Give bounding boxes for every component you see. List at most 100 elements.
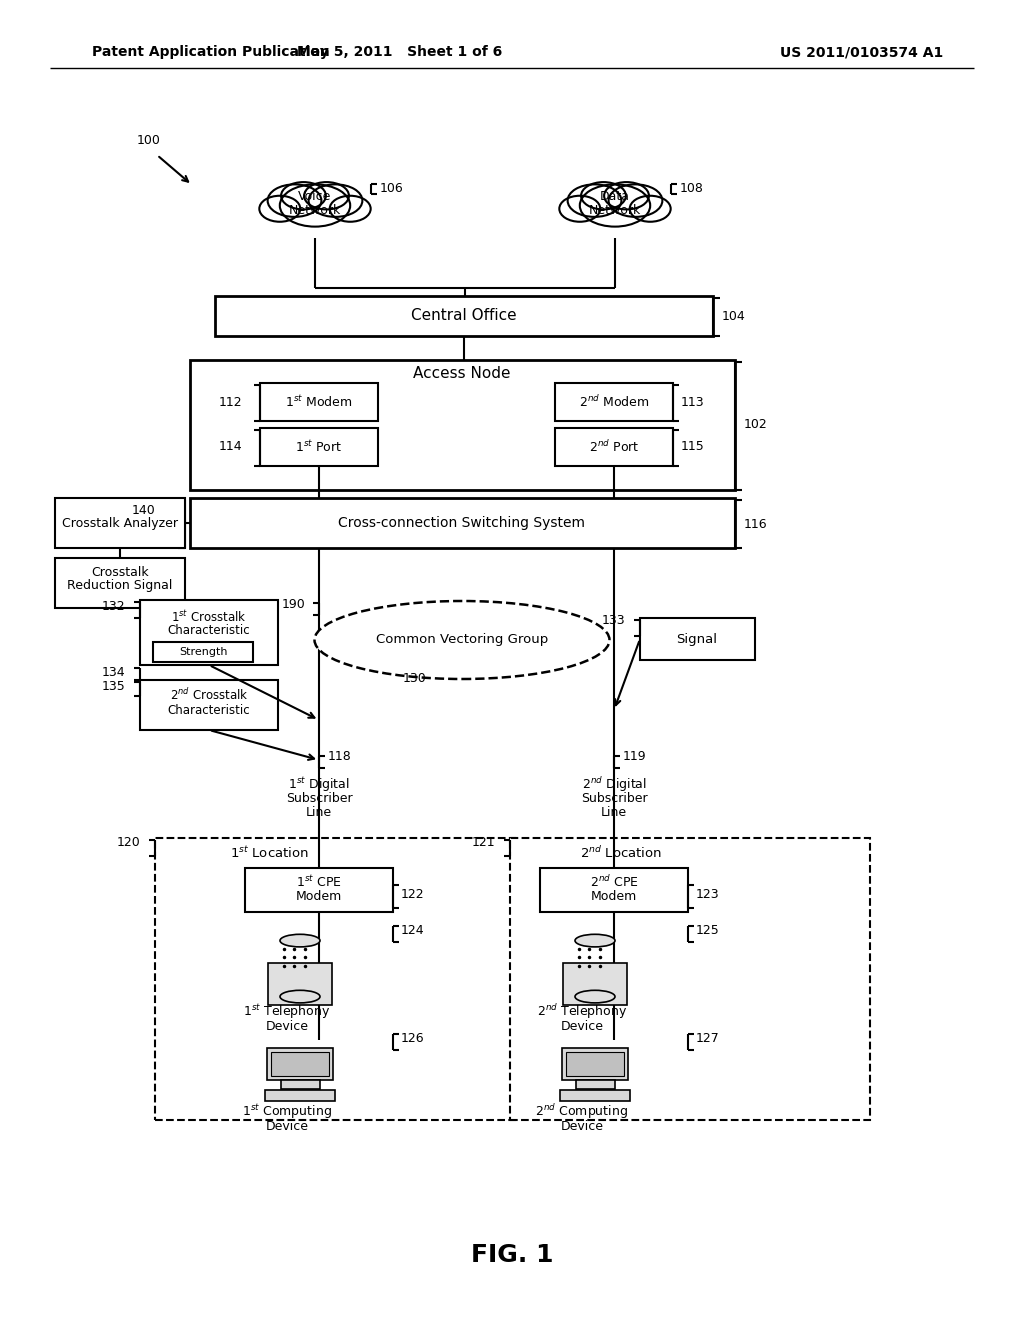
Text: 133: 133 bbox=[601, 615, 625, 627]
Text: 113: 113 bbox=[681, 396, 705, 408]
Text: 124: 124 bbox=[401, 924, 425, 936]
Bar bbox=[260, 428, 378, 466]
Bar bbox=[245, 869, 393, 912]
Bar bbox=[281, 1080, 319, 1089]
Text: $2^{nd}$ Location: $2^{nd}$ Location bbox=[580, 845, 663, 861]
Text: Modem: Modem bbox=[591, 890, 637, 903]
Bar bbox=[140, 601, 278, 665]
Text: 190: 190 bbox=[282, 598, 305, 611]
Text: 100: 100 bbox=[137, 133, 161, 147]
Text: $1^{st}$ Digital: $1^{st}$ Digital bbox=[288, 776, 350, 795]
Ellipse shape bbox=[581, 182, 626, 210]
Ellipse shape bbox=[304, 182, 349, 210]
Text: $2^{nd}$ Digital: $2^{nd}$ Digital bbox=[582, 776, 646, 795]
Text: Line: Line bbox=[306, 807, 332, 820]
Bar bbox=[140, 680, 278, 730]
Text: Cross-connection Switching System: Cross-connection Switching System bbox=[339, 516, 586, 531]
Text: Device: Device bbox=[560, 1119, 603, 1133]
Text: 108: 108 bbox=[680, 182, 703, 195]
Ellipse shape bbox=[559, 195, 600, 222]
Text: 104: 104 bbox=[722, 310, 745, 323]
Text: $2^{nd}$ Modem: $2^{nd}$ Modem bbox=[579, 395, 649, 411]
Bar bbox=[267, 1048, 333, 1080]
Text: Device: Device bbox=[265, 1019, 308, 1032]
Text: Central Office: Central Office bbox=[412, 309, 517, 323]
Text: 135: 135 bbox=[101, 680, 125, 693]
Text: 126: 126 bbox=[401, 1031, 425, 1044]
Text: 127: 127 bbox=[696, 1031, 720, 1044]
Bar bbox=[555, 428, 673, 466]
Ellipse shape bbox=[259, 195, 300, 222]
Ellipse shape bbox=[330, 195, 371, 222]
Text: 115: 115 bbox=[681, 441, 705, 454]
Text: Common Vectoring Group: Common Vectoring Group bbox=[376, 634, 548, 647]
Ellipse shape bbox=[280, 185, 350, 227]
Text: Network: Network bbox=[589, 203, 641, 216]
Text: Signal: Signal bbox=[677, 632, 718, 645]
Ellipse shape bbox=[604, 182, 649, 210]
Text: 132: 132 bbox=[101, 601, 125, 614]
Text: May 5, 2011   Sheet 1 of 6: May 5, 2011 Sheet 1 of 6 bbox=[297, 45, 503, 59]
Ellipse shape bbox=[630, 195, 671, 222]
Bar bbox=[562, 1048, 628, 1080]
Text: $2^{nd}$ Telephony: $2^{nd}$ Telephony bbox=[537, 1003, 628, 1022]
Text: Strength: Strength bbox=[179, 647, 227, 657]
Ellipse shape bbox=[567, 185, 622, 216]
Text: 102: 102 bbox=[744, 418, 768, 432]
Bar bbox=[190, 498, 735, 548]
Bar bbox=[560, 1090, 630, 1101]
Bar bbox=[566, 1052, 625, 1076]
Ellipse shape bbox=[575, 990, 615, 1003]
Bar bbox=[190, 360, 735, 490]
Text: 118: 118 bbox=[328, 751, 352, 763]
Text: Subscriber: Subscriber bbox=[581, 792, 647, 805]
Bar bbox=[215, 296, 713, 337]
Text: 125: 125 bbox=[696, 924, 720, 936]
Text: $1^{st}$ Computing: $1^{st}$ Computing bbox=[242, 1102, 332, 1121]
Text: 122: 122 bbox=[401, 887, 425, 900]
Text: 112: 112 bbox=[218, 396, 242, 408]
Ellipse shape bbox=[314, 601, 609, 678]
Text: 114: 114 bbox=[218, 441, 242, 454]
Bar bbox=[563, 964, 627, 1005]
Text: Patent Application Publication: Patent Application Publication bbox=[92, 45, 330, 59]
Text: Modem: Modem bbox=[296, 890, 342, 903]
Text: 120: 120 bbox=[117, 837, 140, 850]
Text: Device: Device bbox=[560, 1019, 603, 1032]
Text: Crosstalk: Crosstalk bbox=[91, 565, 148, 578]
Text: Characteristic: Characteristic bbox=[168, 704, 250, 717]
Text: Line: Line bbox=[601, 807, 627, 820]
Text: 140: 140 bbox=[131, 503, 155, 516]
Text: 116: 116 bbox=[744, 517, 768, 531]
Text: 106: 106 bbox=[380, 182, 403, 195]
Ellipse shape bbox=[575, 935, 615, 946]
Text: Network: Network bbox=[289, 203, 341, 216]
Bar bbox=[265, 1090, 335, 1101]
Text: 119: 119 bbox=[623, 751, 646, 763]
Text: $1^{st}$ Location: $1^{st}$ Location bbox=[230, 845, 309, 861]
Ellipse shape bbox=[281, 182, 326, 210]
Ellipse shape bbox=[267, 185, 322, 216]
Bar bbox=[268, 964, 332, 1005]
Text: $2^{nd}$ Port: $2^{nd}$ Port bbox=[589, 440, 639, 455]
Text: $1^{st}$ Modem: $1^{st}$ Modem bbox=[286, 395, 352, 409]
Text: US 2011/0103574 A1: US 2011/0103574 A1 bbox=[780, 45, 943, 59]
Bar bbox=[640, 618, 755, 660]
Text: Reduction Signal: Reduction Signal bbox=[68, 579, 173, 593]
Ellipse shape bbox=[608, 185, 663, 216]
Text: FIG. 1: FIG. 1 bbox=[471, 1243, 553, 1267]
Text: $1^{st}$ Port: $1^{st}$ Port bbox=[295, 440, 343, 455]
Text: Characteristic: Characteristic bbox=[168, 624, 250, 638]
Bar bbox=[55, 498, 185, 548]
Text: Access Node: Access Node bbox=[414, 367, 511, 381]
Text: $2^{nd}$ Computing: $2^{nd}$ Computing bbox=[536, 1102, 629, 1122]
Ellipse shape bbox=[580, 185, 650, 227]
Bar bbox=[510, 838, 870, 1119]
Text: 123: 123 bbox=[696, 887, 720, 900]
Text: Device: Device bbox=[265, 1119, 308, 1133]
Text: Voice: Voice bbox=[298, 190, 332, 202]
Bar bbox=[55, 558, 185, 609]
Text: $1^{st}$ CPE: $1^{st}$ CPE bbox=[296, 874, 342, 890]
Text: 130: 130 bbox=[403, 672, 427, 685]
Bar bbox=[260, 383, 378, 421]
